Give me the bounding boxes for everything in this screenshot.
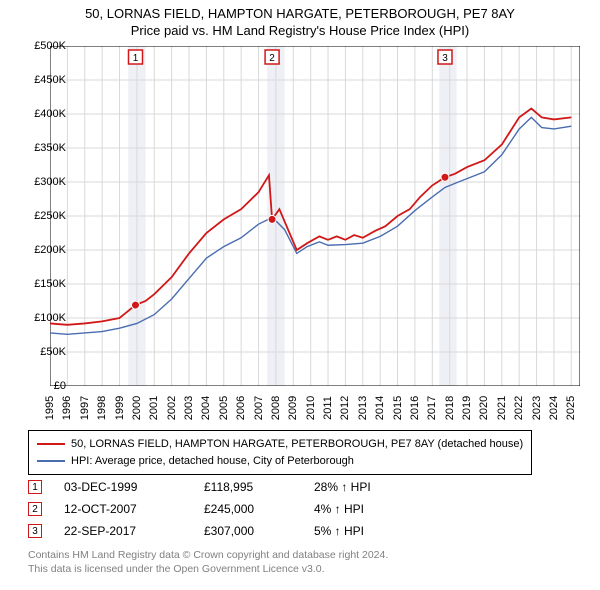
x-axis-label: 2019	[461, 394, 473, 422]
transaction-marker-icon: 1	[28, 480, 42, 494]
x-axis-label: 2015	[392, 394, 404, 422]
x-axis-label: 2008	[270, 394, 282, 422]
x-axis-label: 2020	[478, 394, 490, 422]
x-axis-label: 2011	[322, 394, 334, 422]
x-axis-label: 2024	[548, 394, 560, 422]
x-axis-label: 2010	[305, 394, 317, 422]
x-axis-label: 1997	[79, 394, 91, 422]
y-axis-label: £250K	[6, 210, 66, 222]
x-axis-label: 2007	[253, 394, 265, 422]
attribution-line2: This data is licensed under the Open Gov…	[28, 562, 388, 576]
transactions-table: 1 03-DEC-1999 £118,995 28% ↑ HPI 2 12-OC…	[28, 476, 434, 542]
y-axis-label: £300K	[6, 176, 66, 188]
x-axis-label: 2017	[426, 394, 438, 422]
x-axis-label: 2014	[374, 394, 386, 422]
legend-swatch-2	[37, 460, 65, 462]
x-axis-label: 1999	[114, 394, 126, 422]
transaction-date: 12-OCT-2007	[64, 502, 204, 516]
x-axis-label: 2006	[235, 394, 247, 422]
line-chart: 1 2 3	[50, 46, 580, 386]
x-axis-label: 2004	[200, 394, 212, 422]
table-row: 2 12-OCT-2007 £245,000 4% ↑ HPI	[28, 498, 434, 520]
legend-item-1: 50, LORNAS FIELD, HAMPTON HARGATE, PETER…	[37, 436, 523, 453]
y-axis-label: £350K	[6, 142, 66, 154]
x-axis-label: 2005	[218, 394, 230, 422]
legend-label-2: HPI: Average price, detached house, City…	[71, 453, 354, 470]
y-axis-label: £500K	[6, 40, 66, 52]
x-axis-label: 2021	[496, 394, 508, 422]
table-row: 1 03-DEC-1999 £118,995 28% ↑ HPI	[28, 476, 434, 498]
svg-text:1: 1	[133, 53, 139, 64]
x-axis-label: 2002	[166, 394, 178, 422]
y-axis-label: £200K	[6, 244, 66, 256]
transaction-date: 22-SEP-2017	[64, 524, 204, 538]
y-axis-label: £0	[6, 380, 66, 392]
transaction-diff: 4% ↑ HPI	[314, 502, 434, 516]
x-axis-label: 2013	[357, 394, 369, 422]
x-axis-label: 2023	[531, 394, 543, 422]
legend-item-2: HPI: Average price, detached house, City…	[37, 453, 523, 470]
transaction-marker-icon: 2	[28, 502, 42, 516]
transaction-price: £118,995	[204, 480, 314, 494]
y-axis-label: £450K	[6, 74, 66, 86]
transaction-price: £245,000	[204, 502, 314, 516]
transaction-marker-icon: 3	[28, 524, 42, 538]
y-axis-label: £100K	[6, 312, 66, 324]
x-axis-label: 2022	[513, 394, 525, 422]
y-axis-label: £50K	[6, 346, 66, 358]
x-axis-label: 2009	[287, 394, 299, 422]
x-axis-label: 2012	[339, 394, 351, 422]
chart-container: 50, LORNAS FIELD, HAMPTON HARGATE, PETER…	[0, 0, 600, 590]
y-axis-label: £400K	[6, 108, 66, 120]
x-axis-label: 2018	[444, 394, 456, 422]
transaction-diff: 5% ↑ HPI	[314, 524, 434, 538]
svg-text:3: 3	[442, 53, 448, 64]
attribution-line1: Contains HM Land Registry data © Crown c…	[28, 548, 388, 562]
y-axis-label: £150K	[6, 278, 66, 290]
chart-title-line2: Price paid vs. HM Land Registry's House …	[0, 23, 600, 38]
x-axis-label: 1998	[96, 394, 108, 422]
legend: 50, LORNAS FIELD, HAMPTON HARGATE, PETER…	[28, 430, 532, 475]
attribution: Contains HM Land Registry data © Crown c…	[28, 548, 388, 576]
transaction-price: £307,000	[204, 524, 314, 538]
transaction-date: 03-DEC-1999	[64, 480, 204, 494]
x-axis-label: 2000	[131, 394, 143, 422]
x-axis-label: 1995	[44, 394, 56, 422]
x-axis-label: 2016	[409, 394, 421, 422]
x-axis-label: 1996	[61, 394, 73, 422]
chart-title-line1: 50, LORNAS FIELD, HAMPTON HARGATE, PETER…	[0, 0, 600, 23]
table-row: 3 22-SEP-2017 £307,000 5% ↑ HPI	[28, 520, 434, 542]
legend-label-1: 50, LORNAS FIELD, HAMPTON HARGATE, PETER…	[71, 436, 523, 453]
transaction-diff: 28% ↑ HPI	[314, 480, 434, 494]
x-axis-label: 2025	[565, 394, 577, 422]
legend-swatch-1	[37, 443, 65, 445]
svg-text:2: 2	[269, 53, 275, 64]
x-axis-label: 2003	[183, 394, 195, 422]
x-axis-label: 2001	[148, 394, 160, 422]
